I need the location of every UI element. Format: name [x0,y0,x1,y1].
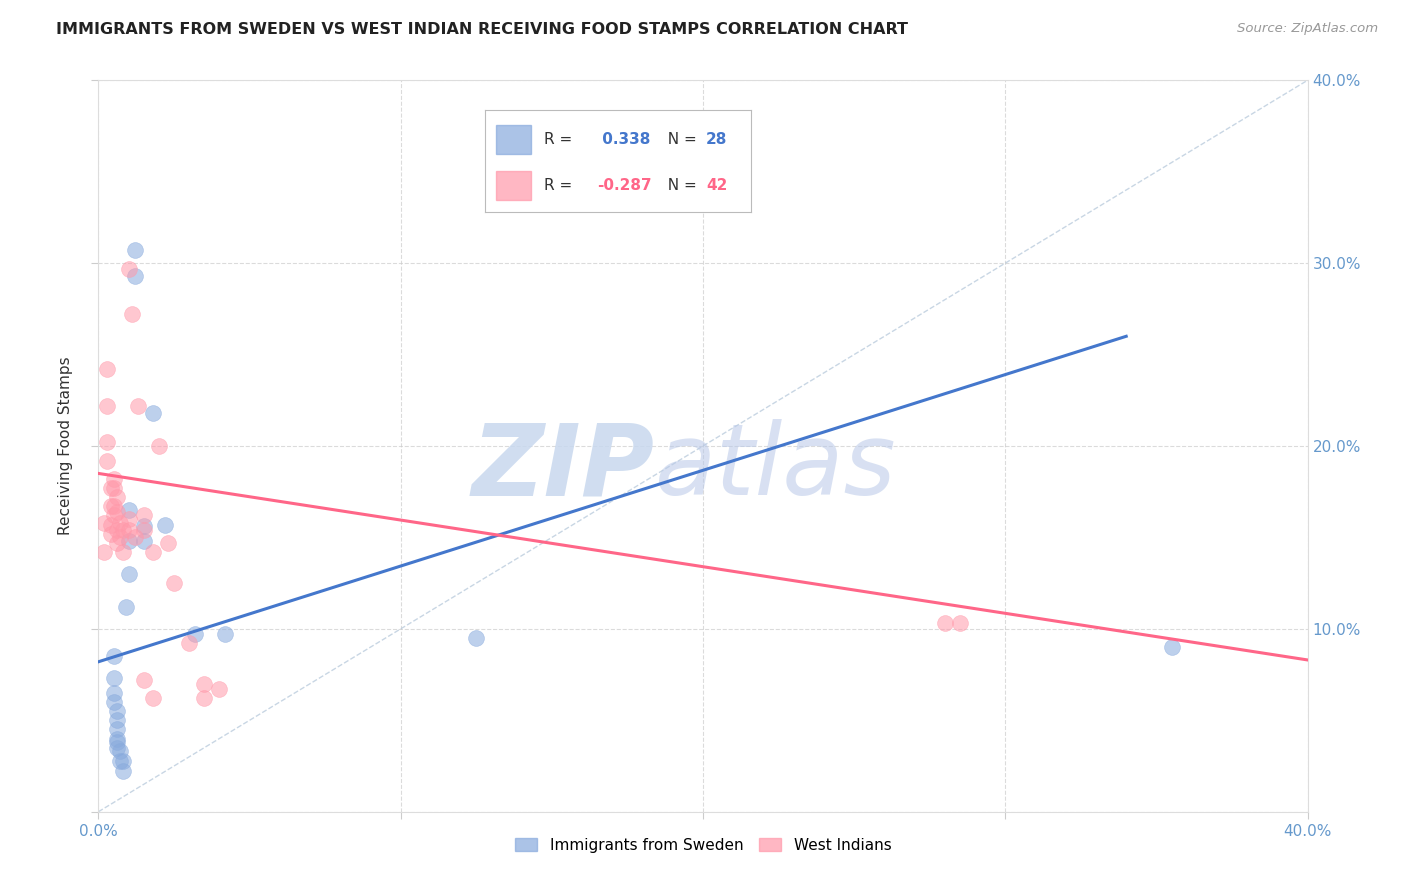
Point [105,714,128,728]
Point [105,490,128,504]
Text: atlas: atlas [655,419,896,516]
Point [100,500,122,514]
Point [127,399,149,413]
Point [108,754,131,768]
Point [163,576,186,591]
Point [184,627,207,641]
Point [108,530,131,544]
Point [105,505,128,519]
Point [148,439,170,453]
Point [100,481,122,495]
Point [105,735,128,749]
Point [118,534,141,549]
Point [124,530,146,544]
Point [934,616,956,631]
Point [124,268,146,283]
Point [118,567,141,582]
Point [142,691,165,706]
Point [179,636,201,650]
Point [105,731,128,746]
Point [132,673,155,687]
Text: Source: ZipAtlas.com: Source: ZipAtlas.com [1237,22,1378,36]
Point [105,704,128,718]
Point [100,526,122,541]
Y-axis label: Receiving Food Stamps: Receiving Food Stamps [58,357,73,535]
Point [132,534,155,549]
Point [93,516,115,530]
Point [132,523,155,537]
Point [103,649,125,664]
Point [193,691,215,706]
Point [111,764,134,779]
Point [96,362,118,376]
Point [124,244,146,258]
Point [108,744,131,758]
Point [118,512,141,526]
Text: IMMIGRANTS FROM SWEDEN VS WEST INDIAN RECEIVING FOOD STAMPS CORRELATION CHART: IMMIGRANTS FROM SWEDEN VS WEST INDIAN RE… [56,22,908,37]
Point [105,723,128,737]
Point [208,682,231,697]
Point [100,517,122,532]
Legend: Immigrants from Sweden, West Indians: Immigrants from Sweden, West Indians [509,831,897,859]
Point [108,516,131,530]
Point [118,503,141,517]
Point [96,453,118,467]
Point [96,399,118,413]
Point [103,695,125,709]
Point [156,536,179,550]
Point [103,671,125,685]
Point [111,754,134,768]
Point [1160,640,1182,655]
Point [949,616,972,631]
Point [214,627,236,641]
Point [103,500,125,514]
Point [132,508,155,523]
Text: ZIP: ZIP [471,419,655,516]
Point [105,740,128,755]
Point [132,519,155,533]
Point [103,472,125,486]
Point [118,523,141,537]
Point [111,523,134,537]
Point [105,523,128,537]
Point [105,536,128,550]
Point [103,508,125,523]
Point [118,261,141,276]
Point [193,676,215,690]
Point [103,686,125,700]
Point [465,631,488,645]
Point [96,435,118,450]
Point [142,545,165,559]
Point [114,599,136,614]
Point [93,545,115,559]
Point [103,481,125,495]
Point [121,307,143,321]
Point [142,406,165,420]
Point [153,517,176,532]
Point [111,545,134,559]
